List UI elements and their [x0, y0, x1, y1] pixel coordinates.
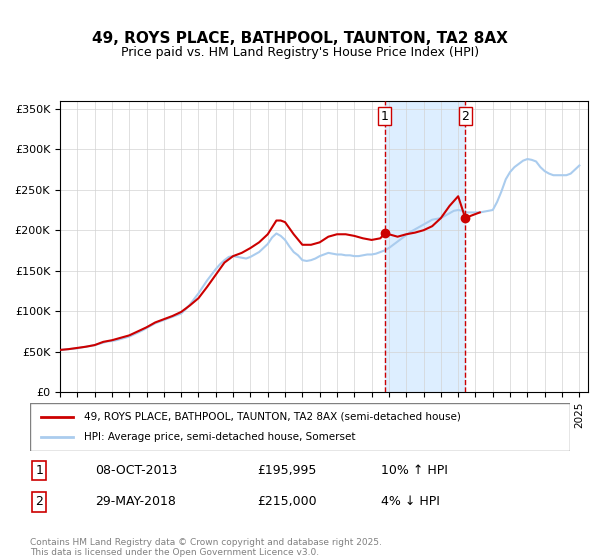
Text: 4% ↓ HPI: 4% ↓ HPI	[381, 496, 440, 508]
Text: 29-MAY-2018: 29-MAY-2018	[95, 496, 176, 508]
FancyBboxPatch shape	[30, 403, 570, 451]
Text: 49, ROYS PLACE, BATHPOOL, TAUNTON, TA2 8AX: 49, ROYS PLACE, BATHPOOL, TAUNTON, TA2 8…	[92, 31, 508, 46]
Text: HPI: Average price, semi-detached house, Somerset: HPI: Average price, semi-detached house,…	[84, 432, 355, 442]
Text: Contains HM Land Registry data © Crown copyright and database right 2025.
This d: Contains HM Land Registry data © Crown c…	[30, 538, 382, 557]
Text: £195,995: £195,995	[257, 464, 316, 477]
Text: 08-OCT-2013: 08-OCT-2013	[95, 464, 177, 477]
Text: 2: 2	[461, 110, 469, 123]
Text: 1: 1	[381, 110, 389, 123]
Text: £215,000: £215,000	[257, 496, 316, 508]
Text: 10% ↑ HPI: 10% ↑ HPI	[381, 464, 448, 477]
Text: Price paid vs. HM Land Registry's House Price Index (HPI): Price paid vs. HM Land Registry's House …	[121, 46, 479, 59]
Text: 49, ROYS PLACE, BATHPOOL, TAUNTON, TA2 8AX (semi-detached house): 49, ROYS PLACE, BATHPOOL, TAUNTON, TA2 8…	[84, 412, 461, 422]
Text: 2: 2	[35, 496, 43, 508]
Text: 1: 1	[35, 464, 43, 477]
Bar	[385, 101, 465, 392]
